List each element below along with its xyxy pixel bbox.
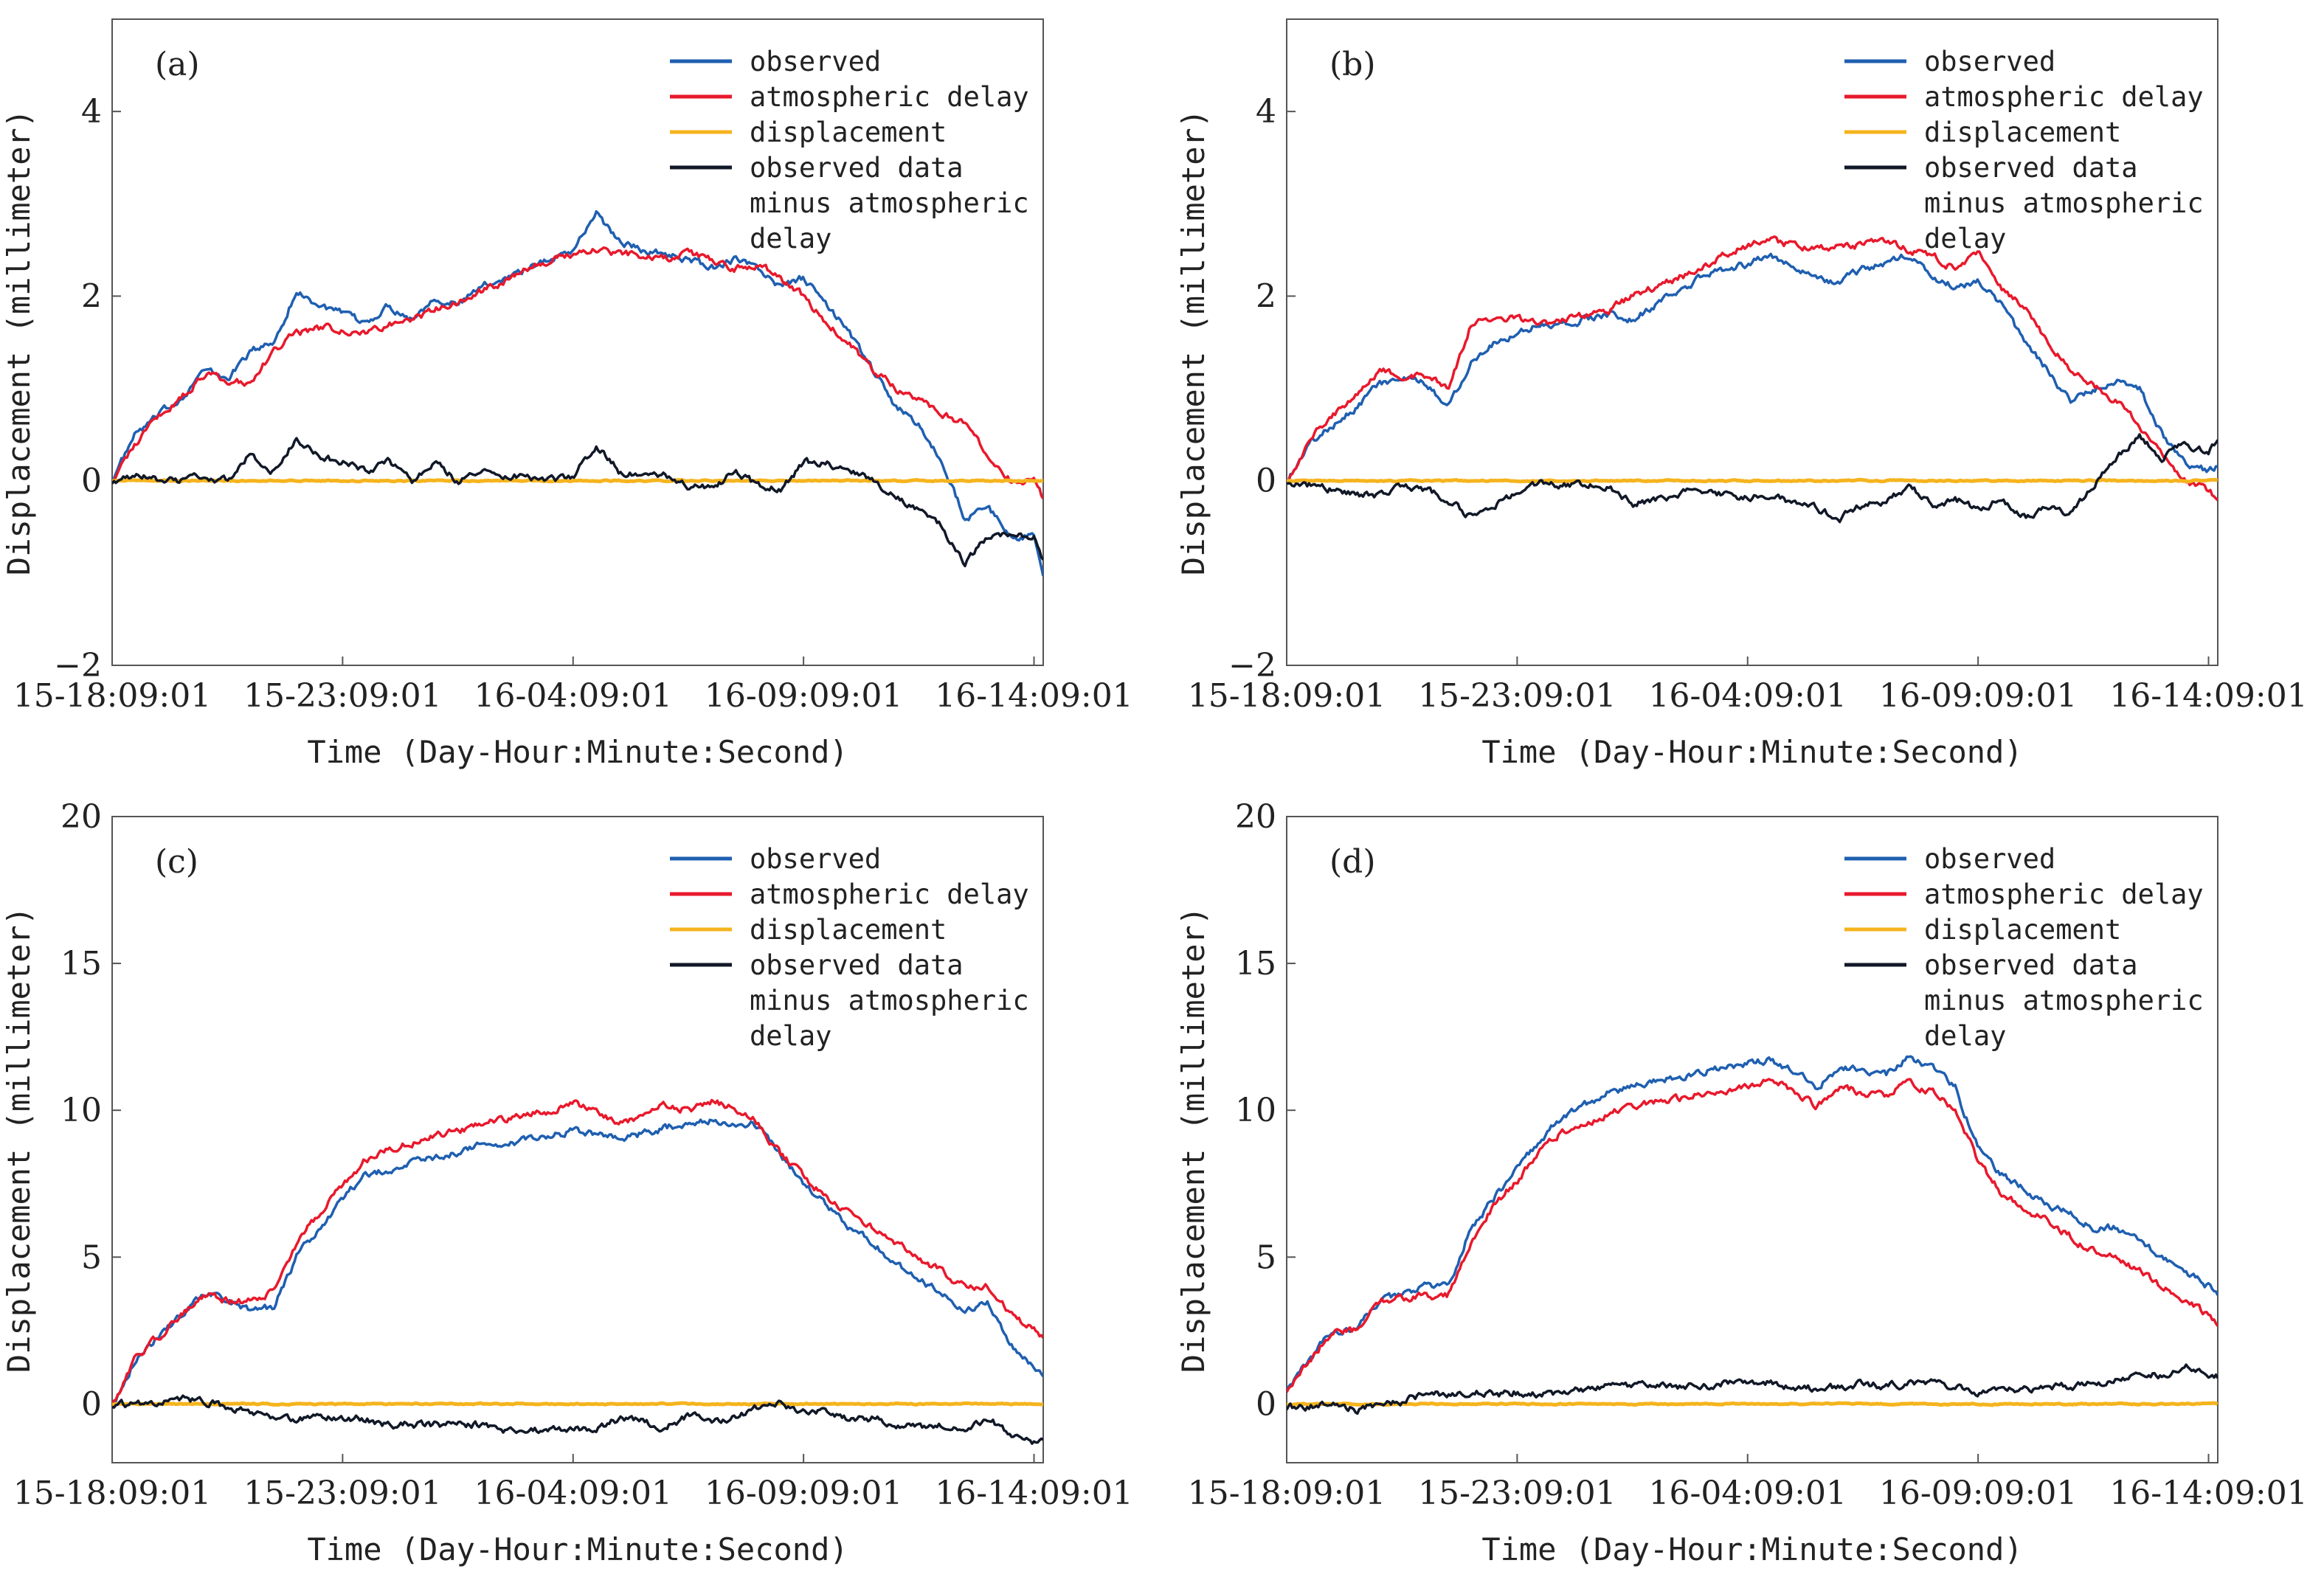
x-tick-label: 15-18:09:01 (13, 1475, 211, 1512)
x-tick-label: 15-23:09:01 (243, 677, 441, 715)
series-line-atmospheric-delay (1287, 1078, 2218, 1393)
chart-panel-3: 15-18:09:01 15-23:09:01 16-04:09:01 16-09:0… (1, 798, 1133, 1567)
legend-label: atmospheric delay (750, 879, 1029, 910)
legend-label: atmospheric delay (1924, 81, 2204, 113)
y-tick-label: 10 (60, 1092, 102, 1129)
legend-label: observed (1924, 46, 2055, 77)
legend-label: delay (1924, 223, 2006, 254)
legend-label: observed data (750, 949, 964, 981)
plot-frame (111, 18, 1044, 666)
x-tick-label: 16-14:09:01 (2109, 1475, 2307, 1512)
x-tick-label: 16-04:09:01 (474, 1475, 672, 1512)
x-tick-label: 16-09:09:01 (1879, 677, 2077, 715)
series-line-observed-data-minus-atmospheric-delay (1287, 433, 2218, 524)
legend-label: observed data (1924, 152, 2138, 184)
series-line-displacement (1287, 1401, 2218, 1407)
x-tick-label: 16-04:09:01 (1649, 1475, 1847, 1512)
y-tick-label: −2 (54, 647, 102, 685)
panel-label: (a) (155, 46, 200, 83)
panel-label: (c) (155, 843, 198, 881)
y-axis-title: Displacement (millimeter) (1175, 109, 1211, 575)
x-axis-title: Time (Day-Hour:Minute:Second) (1481, 734, 2022, 770)
y-tick-label: 20 (60, 798, 102, 836)
y-axis-title: Displacement (millimeter) (1, 907, 37, 1373)
series-line-observed (112, 209, 1043, 577)
series-line-observed-data-minus-atmospheric-delay (1287, 1363, 2218, 1416)
legend-label: displacement (1924, 117, 2121, 148)
y-tick-label: 4 (1256, 93, 1276, 131)
x-tick-label: 16-14:09:01 (935, 677, 1132, 715)
series-line-displacement (112, 1401, 1043, 1407)
legend-label: observed (750, 843, 881, 875)
series-line-displacement (112, 478, 1043, 484)
series-line-observed-data-minus-atmospheric-delay (112, 1394, 1043, 1445)
y-tick-label: 0 (81, 1385, 102, 1423)
chart-panel-4: 15-18:09:01 15-23:09:01 16-04:09:01 16-09:0… (1175, 798, 2308, 1567)
y-tick-label: 5 (81, 1238, 102, 1276)
y-tick-label: 5 (1256, 1238, 1276, 1276)
legend-label: minus atmospheric (1924, 985, 2204, 1016)
y-tick-label: 0 (1256, 462, 1276, 500)
legend-label: observed (750, 46, 881, 77)
legend-label: minus atmospheric (1924, 187, 2204, 219)
y-tick-label: 15 (60, 945, 102, 983)
legend-label: observed data (750, 152, 964, 184)
series-line-atmospheric-delay (112, 246, 1043, 499)
legend-label: delay (750, 223, 831, 254)
y-tick-label: 2 (1256, 277, 1276, 315)
y-tick-label: 0 (81, 462, 102, 500)
plot-frame (111, 816, 1044, 1463)
y-tick-label: 2 (81, 277, 102, 315)
y-tick-label: −2 (1228, 647, 1276, 685)
series-line-observed (1287, 1055, 2218, 1393)
x-tick-label: 16-14:09:01 (2109, 677, 2307, 715)
y-tick-label: 10 (1235, 1092, 1276, 1129)
x-tick-label: 16-04:09:01 (1649, 677, 1847, 715)
legend-label: delay (750, 1020, 831, 1052)
x-tick-label: 16-14:09:01 (935, 1475, 1132, 1512)
x-axis-title: Time (Day-Hour:Minute:Second) (307, 1531, 848, 1567)
y-axis-title: Displacement (millimeter) (1, 109, 37, 575)
x-tick-label: 16-09:09:01 (705, 1475, 902, 1512)
x-tick-label: 15-18:09:01 (13, 677, 211, 715)
legend-label: atmospheric delay (750, 81, 1029, 113)
series-line-observed (112, 1118, 1043, 1408)
plot-frame (1286, 816, 2218, 1463)
x-tick-label: 15-23:09:01 (243, 1475, 441, 1512)
y-axis-title: Displacement (millimeter) (1175, 907, 1211, 1373)
x-axis-title: Time (Day-Hour:Minute:Second) (307, 734, 848, 770)
legend-label: atmospheric delay (1924, 879, 2204, 910)
chart-panel-1: 15-18:09:01 15-23:09:01 16-04:09:01 16-09:0… (1, 18, 1133, 770)
plot-frame (1286, 18, 2218, 666)
x-axis-title: Time (Day-Hour:Minute:Second) (1481, 1531, 2022, 1567)
legend-label: minus atmospheric (750, 985, 1029, 1016)
x-tick-label: 15-18:09:01 (1188, 1475, 1386, 1512)
legend-label: delay (1924, 1020, 2006, 1052)
series-line-displacement (1287, 477, 2218, 484)
legend-label: displacement (750, 117, 947, 148)
y-tick-label: 0 (1256, 1385, 1276, 1423)
legend-label: displacement (750, 914, 947, 946)
series-line-atmospheric-delay (1287, 235, 2218, 502)
series-line-observed-data-minus-atmospheric-delay (112, 437, 1043, 568)
legend-label: observed (1924, 843, 2055, 875)
series-line-atmospheric-delay (112, 1098, 1043, 1407)
x-tick-label: 16-09:09:01 (705, 677, 902, 715)
legend-label: observed data (1924, 949, 2138, 981)
y-tick-label: 4 (81, 93, 102, 131)
y-tick-label: 20 (1235, 798, 1276, 836)
y-tick-label: 15 (1235, 945, 1276, 983)
x-tick-label: 16-04:09:01 (474, 677, 672, 715)
panel-label: (d) (1329, 843, 1376, 881)
legend-label: displacement (1924, 914, 2121, 946)
chart-panel-2: 15-18:09:01 15-23:09:01 16-04:09:01 16-09:0… (1175, 18, 2308, 770)
series-line-observed (1287, 252, 2218, 485)
panel-label: (b) (1329, 46, 1376, 83)
x-tick-label: 15-23:09:01 (1418, 677, 1616, 715)
x-tick-label: 15-18:09:01 (1188, 677, 1386, 715)
x-tick-label: 15-23:09:01 (1418, 1475, 1616, 1512)
x-tick-label: 16-09:09:01 (1879, 1475, 2077, 1512)
legend-label: minus atmospheric (750, 187, 1029, 219)
